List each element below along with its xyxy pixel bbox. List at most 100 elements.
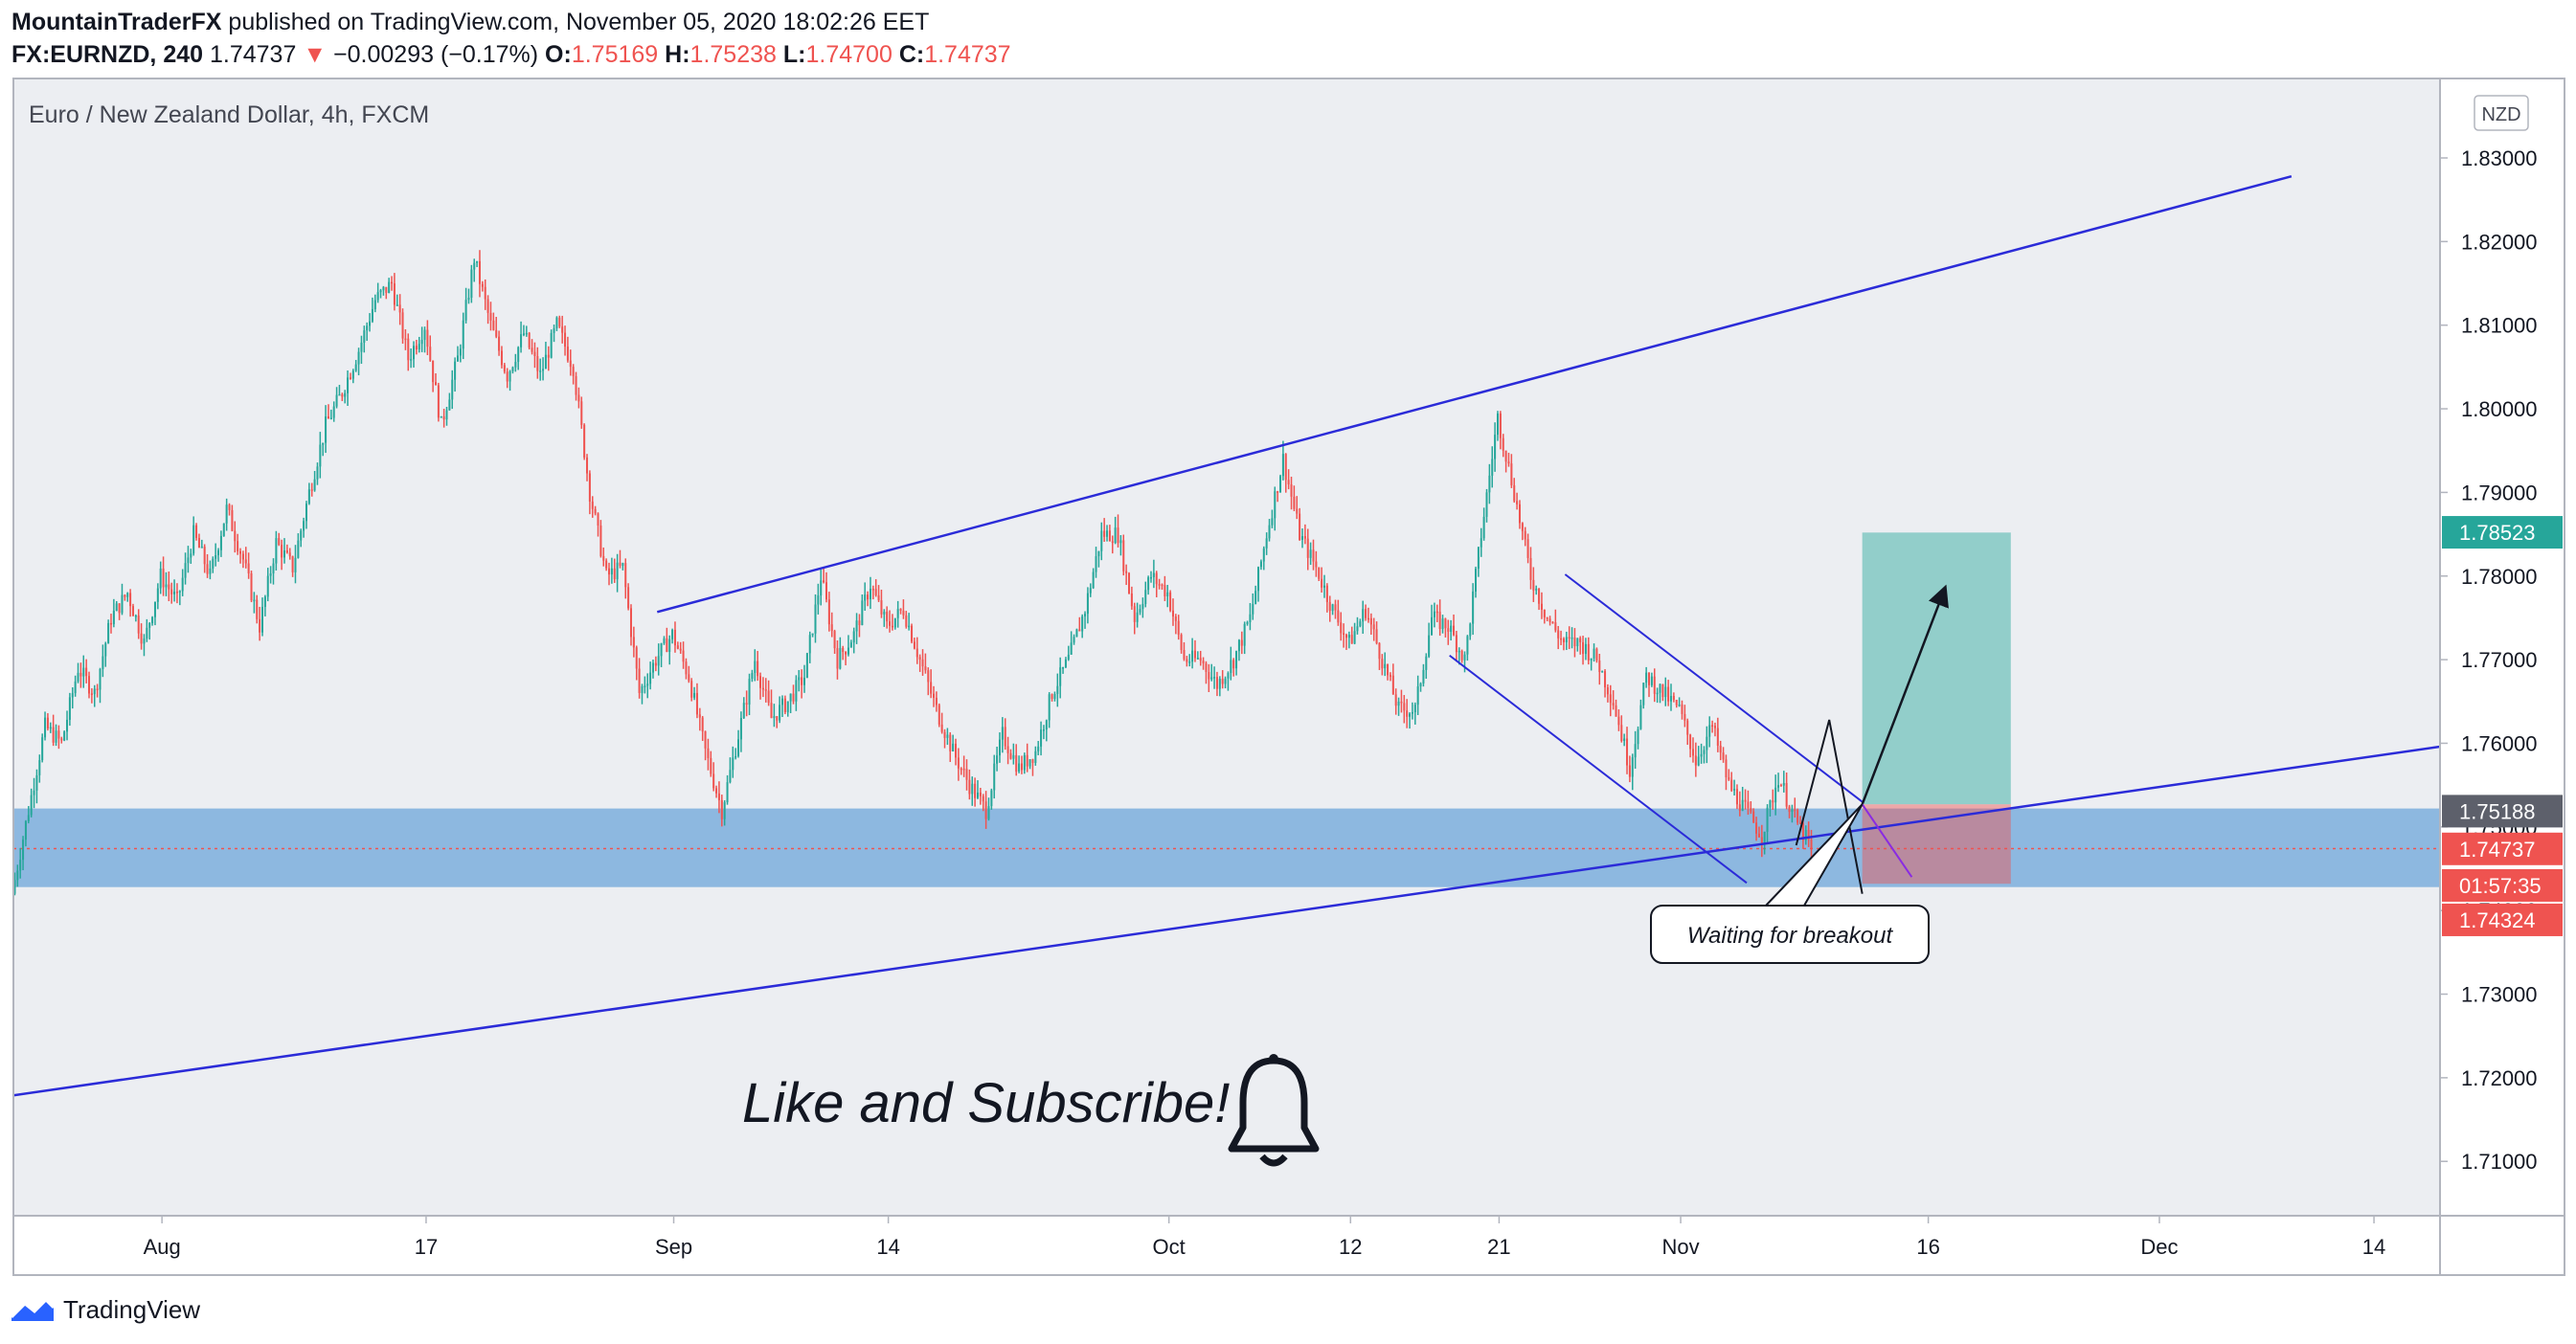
price-chart[interactable]: Euro / New Zealand Dollar, 4h, FXCM NZD …: [0, 0, 2576, 1283]
candle-body: [867, 594, 870, 600]
candle-body: [1681, 704, 1683, 714]
candle-body: [143, 638, 146, 644]
candle-body: [1645, 672, 1648, 683]
candle-body: [1807, 830, 1810, 840]
candle-body: [1502, 437, 1504, 451]
candle-body: [745, 703, 748, 706]
currency-button[interactable]: [2474, 95, 2529, 131]
candle-body: [415, 346, 418, 350]
candle-body: [1213, 677, 1216, 679]
target-box[interactable]: [1862, 532, 2011, 805]
candle-body: [874, 589, 877, 595]
candle-body: [1538, 588, 1541, 604]
candle-body: [539, 370, 542, 372]
publisher-name[interactable]: MountainTraderFX: [11, 9, 222, 35]
candle-body: [373, 300, 376, 309]
candle-body: [1312, 549, 1315, 562]
annotation-callout[interactable]: Waiting for breakout: [1650, 803, 1930, 964]
wedge-upper-line[interactable]: [1564, 573, 1864, 803]
candle-body: [344, 392, 347, 397]
open-value: 1.75169: [571, 41, 659, 68]
candle-body: [74, 681, 77, 694]
candle-body: [129, 593, 132, 607]
candle-body: [1257, 567, 1260, 592]
candle-body: [1435, 611, 1438, 614]
candle-body: [935, 697, 938, 706]
candle-body: [385, 286, 388, 293]
candle-body: [495, 329, 498, 337]
candle-body: [1274, 491, 1277, 519]
stop-box[interactable]: [1862, 804, 2011, 885]
candle-body: [41, 737, 44, 761]
candle-body: [880, 600, 883, 615]
candle-body: [1639, 705, 1642, 729]
candle-body: [1590, 658, 1593, 661]
candle-body: [506, 371, 508, 382]
candle-body: [1331, 604, 1334, 612]
candle-body: [1334, 604, 1337, 611]
candle-body: [886, 612, 889, 622]
candle-body: [71, 693, 74, 698]
candle-body: [1703, 750, 1706, 754]
candle-body: [1081, 616, 1084, 632]
time-axis[interactable]: Aug 17 Sep 14 Oct 12 21 Nov 16 Dec 14: [144, 1216, 2386, 1259]
breakout-arrow[interactable]: [1861, 584, 1949, 805]
y-tick-label: 1.79000: [2461, 481, 2538, 504]
x-tick-label: Sep: [655, 1235, 692, 1259]
candle-body: [148, 623, 151, 628]
candle-body: [1593, 648, 1595, 659]
candle-body: [737, 739, 740, 756]
candle-body: [1667, 686, 1670, 702]
candle-body: [1073, 637, 1075, 643]
candle-body: [1199, 658, 1202, 661]
candle-body: [440, 415, 442, 418]
candle-body: [1543, 609, 1546, 617]
candle-body: [1516, 501, 1519, 504]
candle-body: [1750, 808, 1752, 812]
candle-body: [325, 416, 328, 443]
channel-lower-line[interactable]: [13, 745, 2440, 1097]
wedge-lower-line[interactable]: [1449, 654, 1748, 885]
projection-triangle[interactable]: [1795, 719, 1864, 894]
candle-body: [1347, 635, 1350, 638]
candle-body: [388, 281, 391, 293]
candle-body: [250, 573, 253, 601]
candle-body: [156, 588, 159, 602]
candle-body: [599, 525, 602, 556]
candle-body: [1227, 673, 1230, 679]
tradingview-logo-icon[interactable]: [10, 1296, 56, 1323]
breakdown-line[interactable]: [1861, 803, 1913, 878]
candle-body: [1174, 616, 1177, 621]
candle-body: [1048, 694, 1051, 721]
candle-body: [624, 563, 627, 588]
candle-body: [459, 348, 462, 356]
candle-body: [933, 693, 936, 698]
candle-body: [1356, 626, 1359, 632]
tradingview-brand[interactable]: TradingView: [63, 1294, 201, 1324]
candle-body: [814, 604, 817, 634]
candle-body: [960, 768, 962, 771]
candle-body: [1582, 641, 1585, 655]
support-zone[interactable]: [13, 808, 2440, 887]
candle-body: [638, 668, 641, 693]
candle-body: [1139, 609, 1141, 613]
candle-body: [899, 609, 902, 611]
candle-body: [855, 620, 858, 632]
candle-body: [757, 661, 759, 677]
published-text: published on TradingView.com, November 0…: [228, 9, 930, 35]
candle-body: [1031, 759, 1034, 763]
price-axis[interactable]: 1.83000 1.82000 1.81000 1.80000 1.79000 1.780…: [2440, 146, 2538, 1174]
candle-body: [131, 606, 134, 616]
candle-body: [1653, 676, 1656, 694]
price-label-tag: [2442, 795, 2563, 828]
channel-upper-line[interactable]: [656, 174, 2293, 614]
candle-body: [19, 860, 22, 871]
candle-body: [955, 743, 958, 758]
candle-body: [288, 552, 291, 557]
candle-body: [1488, 475, 1491, 493]
candle-body: [663, 638, 666, 644]
candle-body: [974, 783, 977, 798]
candle-body: [1147, 577, 1150, 591]
candle-body: [842, 647, 845, 653]
candle-body: [462, 320, 464, 349]
